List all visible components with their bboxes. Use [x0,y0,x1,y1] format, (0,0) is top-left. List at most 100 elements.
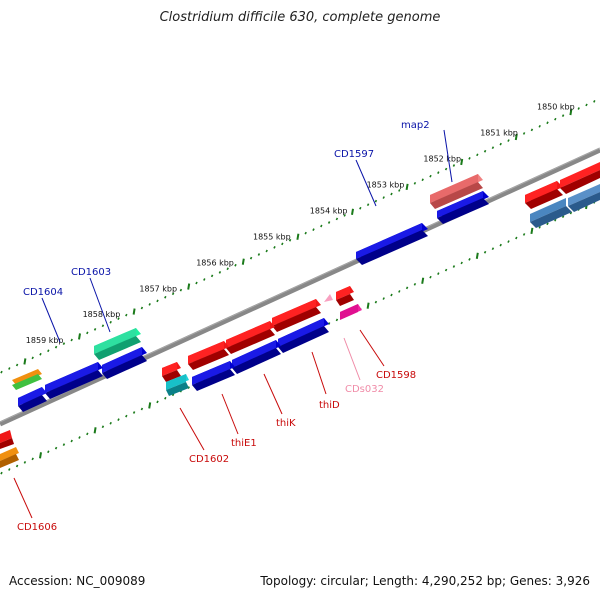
label-cd1598[interactable]: CD1598 [376,370,416,381]
ruler-upper-tick [468,157,471,160]
label-cds032[interactable]: CDs032 [345,384,384,395]
gene-thie1-blue[interactable] [192,361,235,391]
ruler-upper-tick [109,320,112,324]
gene-cd1603[interactable] [94,328,141,360]
ruler-upper [0,100,596,374]
gene-right-steel-2[interactable] [568,184,600,212]
gene-right-red-1[interactable] [525,181,563,209]
gene-thie1-red[interactable] [188,341,229,370]
label-thid[interactable]: thiD [319,400,340,411]
ruler-upper-tick [203,278,206,281]
ruler-upper-tick [31,356,34,360]
gene-cd1598-pink[interactable] [340,304,362,320]
ruler-upper-tick [234,263,237,267]
map-title: Clostridium difficile 630, complete geno… [159,10,441,25]
ruler-upper-tick [476,153,479,157]
ruler-lower-tick [62,443,66,446]
ruler-lower-tick [78,436,81,439]
ruler-upper-tick [156,299,159,303]
accession-label: Accession: NC_009089 [9,574,146,588]
ruler-upper-tick [187,283,191,290]
ruler-lower-tick [429,275,432,279]
ruler-upper-tick [70,338,73,342]
ruler-upper-tick [241,258,245,265]
ruler-upper-tick [288,238,292,242]
ruler-label: 1859 kbp [26,336,64,345]
label-cd1597[interactable]: CD1597 [334,149,374,160]
ruler-lower-tick [546,222,549,226]
ruler-upper-tick [140,306,144,310]
ruler-upper-tick [125,313,128,317]
ruler-lower-tick [475,252,479,259]
label-thie1[interactable]: thiE1 [231,438,257,449]
ruler-upper-tick [101,324,105,328]
gene-map2-partner[interactable] [437,191,489,224]
gene-thid-blue[interactable] [278,318,329,353]
gene-map2[interactable] [430,174,483,209]
ruler-lower-tick [327,322,331,325]
ruler-label: 1857 kbp [139,284,177,293]
gene-cd1602-red[interactable] [162,362,181,382]
ruler-lower-tick [23,461,27,464]
ruler-upper-tick [0,370,3,374]
label-cd1606[interactable]: CD1606 [17,522,57,533]
ruler-lower-tick [47,450,50,454]
gene-cd1597[interactable] [356,223,428,265]
ruler-upper-tick [452,164,456,167]
ruler-upper-tick [320,224,323,228]
ruler-upper-tick [507,139,510,142]
label-map2[interactable]: map2 [401,120,430,131]
ruler-upper-tick [117,317,120,321]
gene-cd1602-cyan[interactable] [166,374,189,396]
gene-cds032[interactable] [324,294,333,302]
ruler-lower-tick [569,211,573,215]
ruler-upper-tick [374,199,378,203]
ruler-lower-tick [366,302,370,309]
label-thik[interactable]: thiK [276,418,296,429]
ruler-lower-tick [117,418,120,422]
gene-cd1606-red[interactable] [0,430,14,449]
gene-right-red-2[interactable] [560,162,600,194]
ruler-lower-tick [374,300,378,304]
ruler-lower-tick [54,446,58,450]
ruler-lower-tick [499,243,502,247]
gene-right-steel-1[interactable] [530,198,572,228]
gene-cd1604[interactable] [45,362,103,399]
ruler-upper-tick [179,288,183,292]
gene-cd1603-blue[interactable] [102,347,147,379]
ruler-lower-tick [554,218,557,222]
ruler-upper-tick [171,292,175,296]
ruler-lower-tick [538,225,541,229]
gene-left-blue-small[interactable] [18,387,47,412]
genome-backbone [0,147,600,427]
ruler-upper-tick [429,174,432,178]
ruler-upper-tick [491,146,495,150]
gene-thik-blue[interactable] [232,340,281,374]
ruler-labels: 1850 kbp 1851 kbp 1852 kbp 1853 kbp 1854 kbp… [26,103,575,345]
ruler-upper-tick [132,308,136,315]
label-cd1603[interactable]: CD1603 [71,267,111,278]
gene-cd1606-orange[interactable] [0,447,19,468]
ruler-upper-tick [164,295,167,299]
gene-thid-red[interactable] [272,299,321,332]
gene-cd1598-red[interactable] [336,286,354,306]
ruler-upper-tick [249,256,253,260]
gene-thik-red[interactable] [226,321,275,354]
ruler-label: 1851 kbp [480,129,518,138]
ruler-lower-tick [101,425,105,429]
ruler-lower-tick [0,471,3,475]
label-cd1602[interactable]: CD1602 [189,454,229,465]
ruler-upper-tick [530,128,534,132]
ruler-lower-tick [483,250,487,254]
gene-left-orange[interactable] [12,369,42,390]
ruler-lower-tick [15,464,19,468]
ruler-upper-tick [546,121,549,125]
ruler-lower-tick [8,468,11,471]
ruler-upper-tick [78,333,81,340]
ruler-label: 1853 kbp [367,181,405,190]
ruler-upper-tick [554,117,557,121]
ruler-lower-tick [39,452,42,459]
label-cd1604[interactable]: CD1604 [23,287,63,298]
ruler-upper-tick [304,231,307,235]
